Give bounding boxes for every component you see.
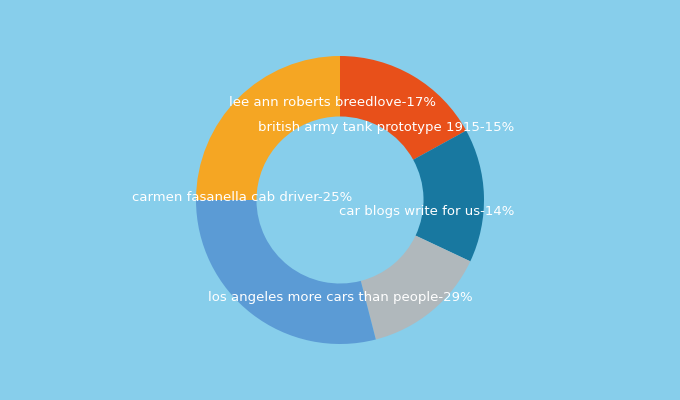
Wedge shape	[413, 131, 484, 261]
Text: lee ann roberts breedlove-17%: lee ann roberts breedlove-17%	[229, 96, 437, 108]
Wedge shape	[196, 200, 376, 344]
Text: carmen fasanella cab driver-25%: carmen fasanella cab driver-25%	[132, 191, 352, 204]
Text: car blogs write for us-14%: car blogs write for us-14%	[339, 205, 514, 218]
Wedge shape	[361, 236, 471, 340]
Text: los angeles more cars than people-29%: los angeles more cars than people-29%	[207, 292, 473, 304]
Text: british army tank prototype 1915-15%: british army tank prototype 1915-15%	[258, 122, 514, 134]
Wedge shape	[196, 56, 340, 200]
Wedge shape	[340, 56, 466, 160]
